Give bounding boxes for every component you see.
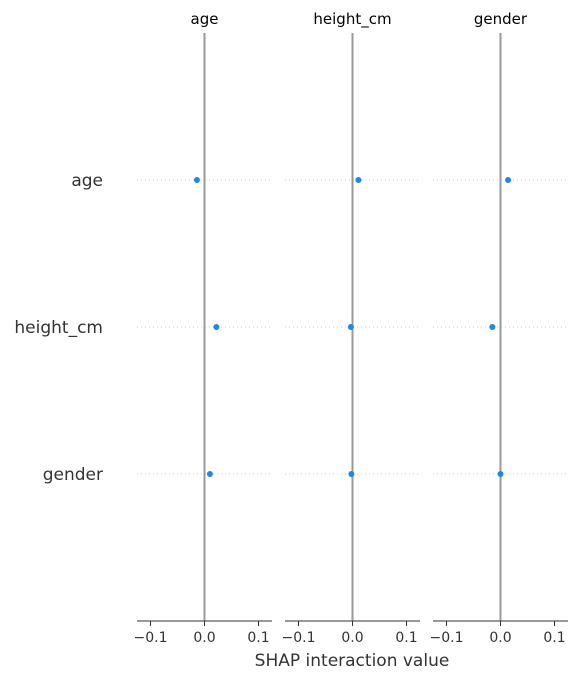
x-tick-label: 0.1 [395, 630, 417, 646]
point-height-cm-height-cm [347, 324, 354, 330]
x-tick-label: 0.0 [193, 630, 215, 646]
x-tick-label: −0.1 [430, 630, 464, 646]
x-tick-label: 0.1 [247, 630, 269, 646]
row-label-height-cm: height_cm [14, 318, 103, 338]
row-label-gender: gender [43, 465, 103, 485]
x-tick-label: 0.0 [341, 630, 363, 646]
point-age-height-cm [355, 177, 362, 183]
column-title-age: age [191, 10, 219, 28]
x-tick-label: 0.1 [543, 630, 565, 646]
panels: −0.1 0.0 0.1 age −0.1 0.0 0.1 height_cm −0.1 0.0 0… [134, 10, 568, 646]
point-age-gender [505, 177, 512, 183]
panel-height-cm: −0.1 0.0 0.1 height_cm [282, 10, 420, 646]
x-axis-label: SHAP interaction value [255, 651, 450, 671]
point-height-cm-age [213, 324, 220, 330]
row-label-age: age [71, 171, 103, 191]
point-age-age [193, 177, 200, 183]
panel-age: −0.1 0.0 0.1 age [134, 10, 272, 646]
point-gender-age [206, 471, 213, 477]
point-height-cm-gender [489, 324, 496, 330]
column-title-height-cm: height_cm [313, 10, 391, 29]
x-tick-label: −0.1 [282, 630, 316, 646]
column-title-gender: gender [474, 10, 528, 28]
panel-gender: −0.1 0.0 0.1 gender [430, 10, 568, 646]
point-gender-gender [497, 471, 504, 477]
point-gender-height-cm [348, 471, 355, 477]
x-tick-label: −0.1 [134, 630, 168, 646]
x-tick-label: 0.0 [489, 630, 511, 646]
